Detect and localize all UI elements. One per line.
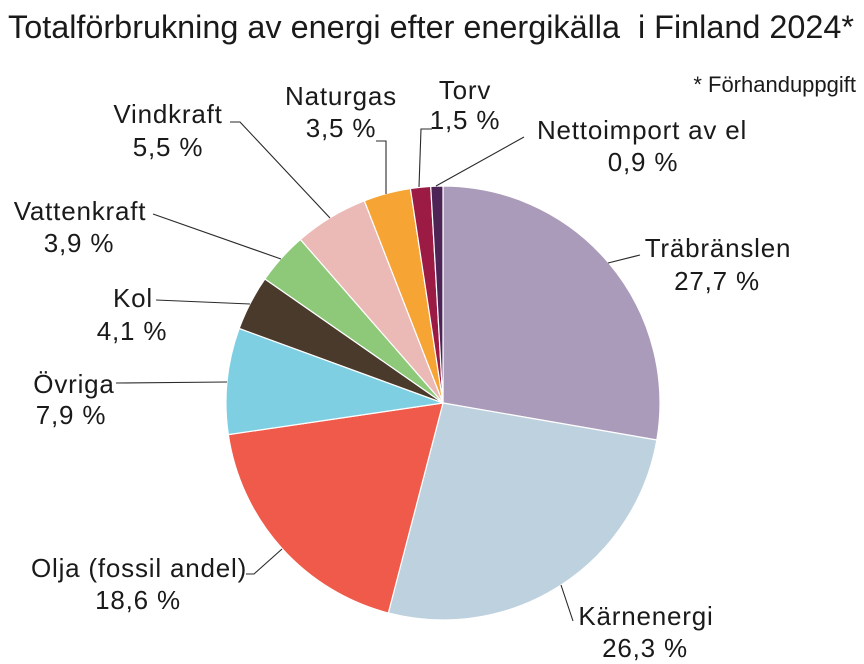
slice-value-torv: 1,5 % [430, 105, 501, 135]
slice-label-trabranslen: Träbränslen [645, 233, 792, 263]
leader-line-vindkraft [230, 121, 331, 219]
slice-value-naturgas: 3,5 % [306, 113, 377, 143]
slice-value-kol: 4,1 % [97, 316, 168, 346]
slice-value-trabranslen: 27,7 % [674, 266, 760, 296]
leader-line-ovriga [115, 381, 228, 384]
preliminary-data-note: * Förhanduppgift [693, 72, 856, 97]
leader-line-olja-fossil-andel [246, 548, 283, 575]
slice-label-torv: Torv [439, 75, 491, 105]
slice-label-nettoimport-av-el: Nettoimport av el [537, 115, 747, 145]
leader-line-nettoimport-av-el [435, 136, 525, 187]
slice-label-olja-fossil-andel: Olja (fossil andel) [31, 553, 247, 583]
slice-label-vattenkraft: Vattenkraft [14, 196, 147, 226]
leader-line-kol [155, 299, 251, 305]
slice-label-karnenergi: Kärnenergi [578, 601, 713, 631]
slice-value-vattenkraft: 3,9 % [44, 228, 115, 258]
slice-labels: Träbränslen 27,7 % Kärnenergi 26,3 % Olj… [14, 75, 792, 663]
slice-value-karnenergi: 26,3 % [602, 633, 688, 663]
slice-label-naturgas: Naturgas [285, 81, 397, 111]
slice-value-olja-fossil-andel: 18,6 % [95, 585, 181, 615]
pie-slice-karnenergi [387, 402, 658, 621]
slice-label-vindkraft: Vindkraft [113, 99, 222, 129]
leader-line-naturgas [376, 140, 387, 194]
slice-value-ovriga: 7,9 % [36, 400, 107, 430]
leader-line-torv [418, 128, 432, 188]
leader-line-vattenkraft [152, 213, 282, 260]
slice-value-vindkraft: 5,5 % [133, 132, 204, 162]
leader-lines [115, 121, 641, 622]
slice-value-nettoimport-av-el: 0,9 % [608, 147, 679, 177]
pie-slices [225, 185, 661, 621]
pie-slice-ovriga [225, 327, 444, 436]
leader-line-karnenergi [560, 584, 574, 622]
slice-label-ovriga: Övriga [33, 369, 114, 399]
pie-slice-olja-fossil-andel [227, 402, 444, 614]
chart-title: Totalförbrukning av energi efter energik… [8, 9, 854, 45]
leader-line-trabranslen [607, 254, 641, 264]
slice-label-kol: Kol [113, 283, 153, 313]
